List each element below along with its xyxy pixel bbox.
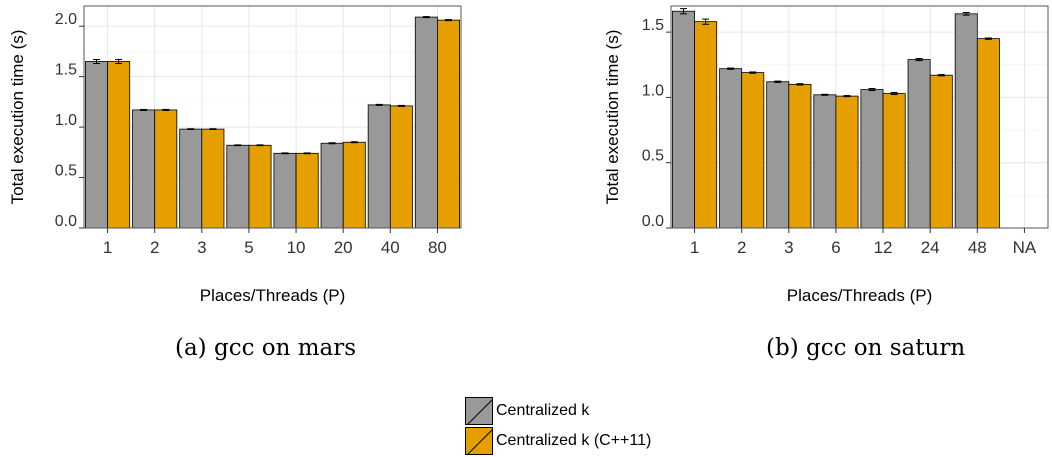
bar-centralized-k bbox=[954, 13, 978, 229]
y-tick-label: 2.0 bbox=[55, 11, 77, 28]
x-tick-label: 6 bbox=[831, 238, 840, 257]
legend-item-centralized-k: Centralized k bbox=[465, 396, 651, 426]
bar-centralized-k bbox=[226, 144, 250, 229]
y-tick-label: 0.0 bbox=[642, 213, 664, 230]
x-tick-label: 2 bbox=[150, 238, 159, 257]
bar-centralized-k bbox=[273, 152, 297, 229]
plot-frame bbox=[670, 5, 1049, 229]
y-axis-title: Total execution time (s) bbox=[603, 30, 622, 205]
caption-a: (a) gcc on mars bbox=[175, 335, 357, 361]
x-axis-title: Places/Threads (P) bbox=[787, 286, 933, 305]
y-tick-label: 0.5 bbox=[55, 163, 77, 180]
y-tick-label: 1.5 bbox=[55, 62, 77, 79]
bar-centralized-k-cpp11 bbox=[835, 95, 859, 229]
x-tick-label: NA bbox=[1013, 238, 1037, 257]
bar-centralized-k-cpp11 bbox=[107, 61, 131, 229]
x-tick-label: 10 bbox=[287, 238, 306, 257]
legend-key-gray bbox=[465, 397, 493, 425]
legend-item-centralized-k-cpp11: Centralized k (C++11) bbox=[465, 426, 651, 456]
bar-centralized-k-cpp11 bbox=[342, 141, 366, 229]
y-axis-title: Total execution time (s) bbox=[8, 30, 27, 205]
x-tick-label: 1 bbox=[103, 238, 112, 257]
x-tick-label: 24 bbox=[921, 238, 940, 257]
bar-centralized-k-cpp11 bbox=[389, 105, 413, 229]
x-tick-label: 20 bbox=[334, 238, 353, 257]
bar-centralized-k-cpp11 bbox=[929, 74, 953, 229]
bar-centralized-k bbox=[367, 104, 391, 229]
bar-centralized-k bbox=[320, 142, 344, 229]
bar-centralized-k-cpp11 bbox=[295, 152, 319, 229]
bar-centralized-k bbox=[672, 10, 695, 229]
bar-centralized-k bbox=[85, 61, 108, 229]
bar-centralized-k-cpp11 bbox=[788, 83, 812, 229]
y-tick-label: 1.0 bbox=[55, 112, 77, 129]
bar-centralized-k bbox=[766, 81, 790, 229]
bar-centralized-k-cpp11 bbox=[201, 128, 225, 229]
x-tick-label: 12 bbox=[874, 238, 893, 257]
bar-centralized-k-cpp11 bbox=[976, 38, 1000, 229]
x-tick-label: 5 bbox=[244, 238, 253, 257]
plot-frame bbox=[83, 5, 462, 229]
y-tick-label: 1.0 bbox=[642, 82, 664, 99]
caption-b: (b) gcc on saturn bbox=[766, 335, 966, 361]
x-tick-label: 1 bbox=[690, 238, 699, 257]
x-tick-label: 40 bbox=[381, 238, 400, 257]
legend-label: Centralized k bbox=[496, 402, 590, 419]
x-tick-label: 3 bbox=[784, 238, 793, 257]
bar-centralized-k bbox=[719, 68, 743, 229]
bar-centralized-k-cpp11 bbox=[741, 72, 765, 229]
bar-centralized-k bbox=[132, 109, 156, 229]
y-tick-label: 1.5 bbox=[642, 17, 664, 34]
legend-label: Centralized k (C++11) bbox=[496, 432, 652, 449]
bar-centralized-k bbox=[907, 59, 931, 229]
bar-centralized-k-cpp11 bbox=[437, 19, 460, 229]
bar-centralized-k bbox=[414, 16, 438, 229]
x-tick-label: 3 bbox=[197, 238, 206, 257]
legend: Centralized k Centralized k (C++11) bbox=[465, 396, 651, 456]
x-tick-label: 2 bbox=[737, 238, 746, 257]
x-axis-title: Places/Threads (P) bbox=[200, 286, 346, 305]
legend-key-orange bbox=[465, 427, 493, 455]
chart-panel-a: 0.0 0.5 1.0 1.5 2.0 1 2 3 5 10 20 40 80 Places/Thread… bbox=[8, 5, 462, 305]
bar-centralized-k bbox=[813, 94, 837, 229]
y-tick-label: 0.5 bbox=[642, 148, 664, 165]
bar-centralized-k-cpp11 bbox=[248, 144, 272, 229]
x-tick-label: 48 bbox=[968, 238, 987, 257]
x-tick-label: 80 bbox=[428, 238, 447, 257]
bar-centralized-k-cpp11 bbox=[154, 109, 178, 229]
bar-centralized-k-cpp11 bbox=[694, 21, 718, 229]
y-tick-label: 0.0 bbox=[55, 213, 77, 230]
bar-centralized-k bbox=[179, 128, 203, 229]
bar-centralized-k-cpp11 bbox=[882, 93, 906, 229]
bar-centralized-k bbox=[860, 89, 884, 229]
